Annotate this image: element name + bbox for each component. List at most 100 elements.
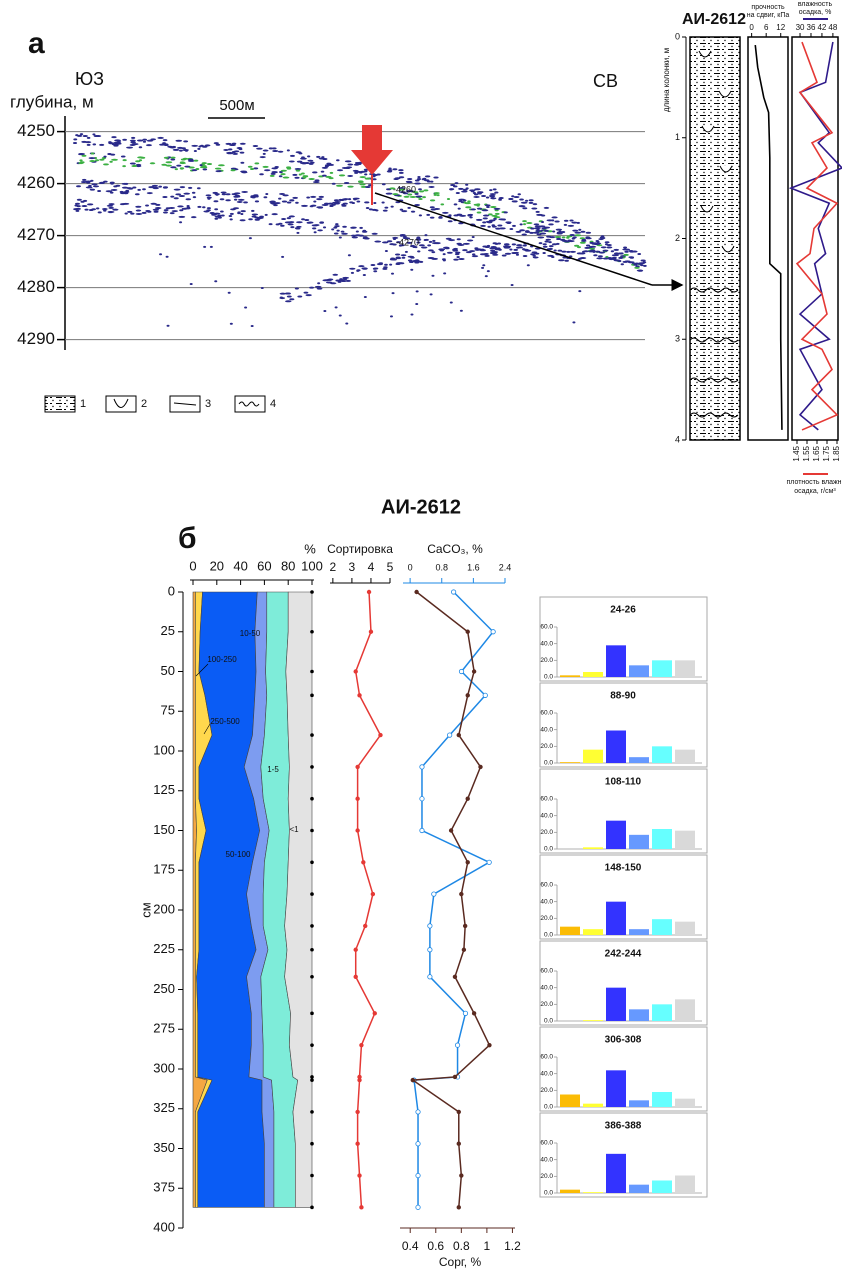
seismic-reflection <box>492 242 498 245</box>
seismic-reflection <box>89 160 96 163</box>
seismic-reflection <box>145 204 149 207</box>
histogram-title: 306-308 <box>605 1035 642 1046</box>
seismic-reflection <box>462 242 470 245</box>
seismic-reflection <box>228 214 233 217</box>
seismic-reflection <box>109 160 113 163</box>
seismic-reflection <box>202 206 206 209</box>
seismic-reflection <box>487 225 491 228</box>
profile-point <box>427 974 433 980</box>
seismic-reflection <box>453 247 458 250</box>
profile-point <box>410 1077 415 1083</box>
seismic-reflection <box>152 187 159 190</box>
seismic-reflection <box>279 192 285 195</box>
seismic-reflection <box>306 221 312 224</box>
bar <box>652 1092 672 1107</box>
seismic-reflection <box>489 251 495 254</box>
seismic-reflection <box>301 204 308 207</box>
seismic-reflection <box>640 259 646 262</box>
seismic-reflection <box>329 171 334 174</box>
seismic-reflection <box>342 225 347 228</box>
legend-icon <box>238 401 260 407</box>
seismic-reflection <box>455 251 461 254</box>
seismic-reflection <box>81 154 87 157</box>
bar <box>606 1070 626 1107</box>
seismic-reflection <box>521 233 527 236</box>
seismic-reflection <box>623 246 628 249</box>
seismic-reflection <box>108 203 115 206</box>
sample-dot <box>310 590 314 594</box>
seismic-reflection <box>364 177 371 180</box>
seismic-reflection <box>465 206 472 209</box>
seismic-reflection <box>631 250 638 253</box>
seismic-reflection <box>317 229 323 232</box>
seismic-reflection <box>501 218 506 221</box>
y-tick-label: 0.0 <box>544 846 553 853</box>
seismic-reflection <box>561 231 566 234</box>
seismic-reflection <box>141 211 147 214</box>
seismic-reflection <box>273 204 278 207</box>
seismic-reflection <box>471 255 479 258</box>
seismic-reflection <box>262 152 266 155</box>
y-tick-label: 40.0 <box>540 812 553 819</box>
y-tick-label: 60.0 <box>540 796 553 803</box>
seismic-reflection <box>598 251 606 254</box>
seismic-reflection <box>90 152 95 155</box>
seismic-reflection <box>356 269 360 272</box>
seismic-reflection <box>406 241 413 244</box>
seismic-reflection <box>410 210 416 213</box>
seismic-reflection <box>251 215 257 218</box>
seismic-reflection <box>384 206 389 209</box>
seismic-reflection <box>135 212 143 215</box>
profile-point <box>357 1173 362 1178</box>
seismic-reflection <box>122 138 127 141</box>
seismic-reflection <box>410 313 414 316</box>
histogram-title: 386-388 <box>605 1121 642 1132</box>
seismic-reflection <box>363 295 367 298</box>
seismic-reflection <box>286 167 292 170</box>
seismic-reflection <box>561 236 566 239</box>
seismic-reflection <box>292 173 298 176</box>
profile-point <box>414 589 419 595</box>
y-tick-label: 250 <box>153 981 175 996</box>
seismic-reflection <box>395 253 401 256</box>
seismic-reflection <box>231 142 237 145</box>
seismic-reflection <box>381 201 385 204</box>
seismic-reflection <box>461 190 468 193</box>
seismic-reflection <box>398 244 402 247</box>
seismic-reflection <box>170 195 175 198</box>
seismic-reflection <box>111 143 119 146</box>
leader-line <box>195 663 209 677</box>
seismic-reflection <box>386 240 393 243</box>
profile-point <box>447 732 453 738</box>
seismic-reflection <box>373 270 378 273</box>
seismic-reflection <box>325 175 332 178</box>
profile-point <box>378 732 383 738</box>
seismic-reflection <box>305 294 312 297</box>
seismic-reflection <box>282 194 289 197</box>
seismic-reflection <box>414 179 420 182</box>
sample-dot <box>310 629 314 634</box>
seismic-reflection <box>516 246 520 249</box>
seismic-reflection <box>515 244 523 247</box>
seismic-reflection <box>456 238 461 241</box>
seismic-reflection <box>548 223 554 226</box>
y-tick-label: 4260 <box>17 173 55 192</box>
bar <box>652 1180 672 1193</box>
sample-dot <box>310 1205 314 1210</box>
seismic-reflection <box>309 286 315 289</box>
bar <box>652 919 672 935</box>
seismic-reflection <box>443 272 447 275</box>
seismic-reflection <box>120 155 126 158</box>
seismic-reflection <box>97 211 102 214</box>
seismic-reflection <box>497 224 503 227</box>
seismic-reflection <box>498 197 503 200</box>
seismic-reflection <box>215 143 221 146</box>
bar <box>675 660 695 677</box>
seismic-reflection <box>183 192 191 195</box>
seismic-reflection <box>263 196 268 199</box>
seismic-reflection <box>197 205 202 208</box>
seismic-reflection <box>170 166 177 169</box>
seismic-reflection <box>503 211 508 214</box>
profile-point <box>353 947 358 952</box>
seismic-reflection <box>538 242 543 245</box>
